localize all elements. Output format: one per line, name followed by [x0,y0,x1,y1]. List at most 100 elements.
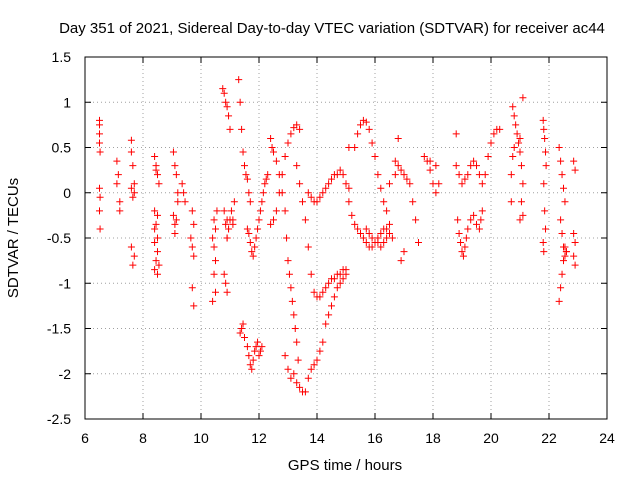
data-point [152,166,160,174]
data-point [230,198,238,206]
data-point [541,134,549,142]
data-point [236,98,244,106]
data-point [171,229,179,237]
data-point [475,225,483,233]
data-point [452,162,460,170]
data-point [235,76,243,84]
data-point [155,180,163,188]
data-point [225,112,233,120]
data-point [322,320,330,328]
data-point [154,234,161,242]
data-point [245,189,253,197]
data-point [151,153,159,161]
data-point [336,279,344,287]
data-point [190,252,198,260]
data-point [462,234,470,242]
data-point [130,189,138,197]
data-point [509,103,517,111]
data-point [226,125,234,133]
data-point [558,229,566,237]
data-point [304,243,312,251]
x-tick-label: 16 [367,430,383,446]
data-point [236,329,244,337]
data-point [571,239,579,247]
data-point [513,130,521,138]
data-point [386,229,393,237]
data-point [516,216,524,224]
data-point [368,139,376,147]
data-point [154,171,161,179]
data-point [328,175,335,183]
data-point [330,275,338,283]
x-tick-label: 8 [139,430,147,446]
data-point [371,153,379,161]
data-point [96,184,103,192]
data-point [560,257,567,265]
data-point [464,225,472,233]
data-point [516,148,524,156]
data-point [507,171,515,179]
x-tick-label: 18 [425,430,441,446]
data-point [238,125,246,133]
data-point [127,243,135,251]
data-point [313,198,321,206]
data-point [478,180,486,188]
data-point [377,184,385,192]
data-point [461,175,469,183]
data-point [290,370,298,378]
data-point [287,130,295,138]
data-point [116,198,124,206]
data-point [540,248,548,256]
data-point [281,352,289,360]
data-point [455,229,463,237]
data-point [129,193,137,201]
data-point [96,148,104,156]
data-point [239,148,247,156]
data-point [169,211,177,219]
data-point [241,162,248,170]
data-point [270,216,277,224]
data-point [258,198,266,206]
data-point [255,216,263,224]
data-point [267,134,275,142]
data-point [380,198,388,206]
data-point [316,193,324,201]
data-point [270,148,277,156]
data-point [242,171,250,179]
data-point [357,229,364,237]
data-point [517,198,525,206]
data-point [558,171,566,179]
data-point [345,184,353,192]
data-point [301,388,309,396]
x-tick-label: 20 [483,430,499,446]
data-point [541,207,549,215]
y-tick-labels: 1.5 1 0.5 0 -0.5 -1 -1.5 -2 -2.5 [47,49,71,427]
data-point [400,171,408,179]
data-point [383,234,391,242]
x-tick-label: 22 [541,430,557,446]
data-point [96,130,103,138]
data-point [487,139,495,147]
data-point [151,225,159,233]
data-point [222,98,230,106]
x-axis-label: GPS time / hours [288,457,402,474]
data-point [187,234,195,242]
data-point [394,134,402,142]
data-point [113,180,121,188]
data-point [322,284,330,292]
data-point [560,184,567,192]
data-point [386,180,393,188]
data-point [246,361,254,369]
data-point [558,270,566,278]
data-point [359,116,367,124]
data-point [459,252,467,260]
data-point [403,175,411,183]
data-point [304,374,312,382]
data-point [562,248,570,256]
data-point [152,220,160,228]
data-point [380,239,388,247]
data-point [154,248,161,256]
data-point [374,171,382,179]
data-point [254,225,262,233]
